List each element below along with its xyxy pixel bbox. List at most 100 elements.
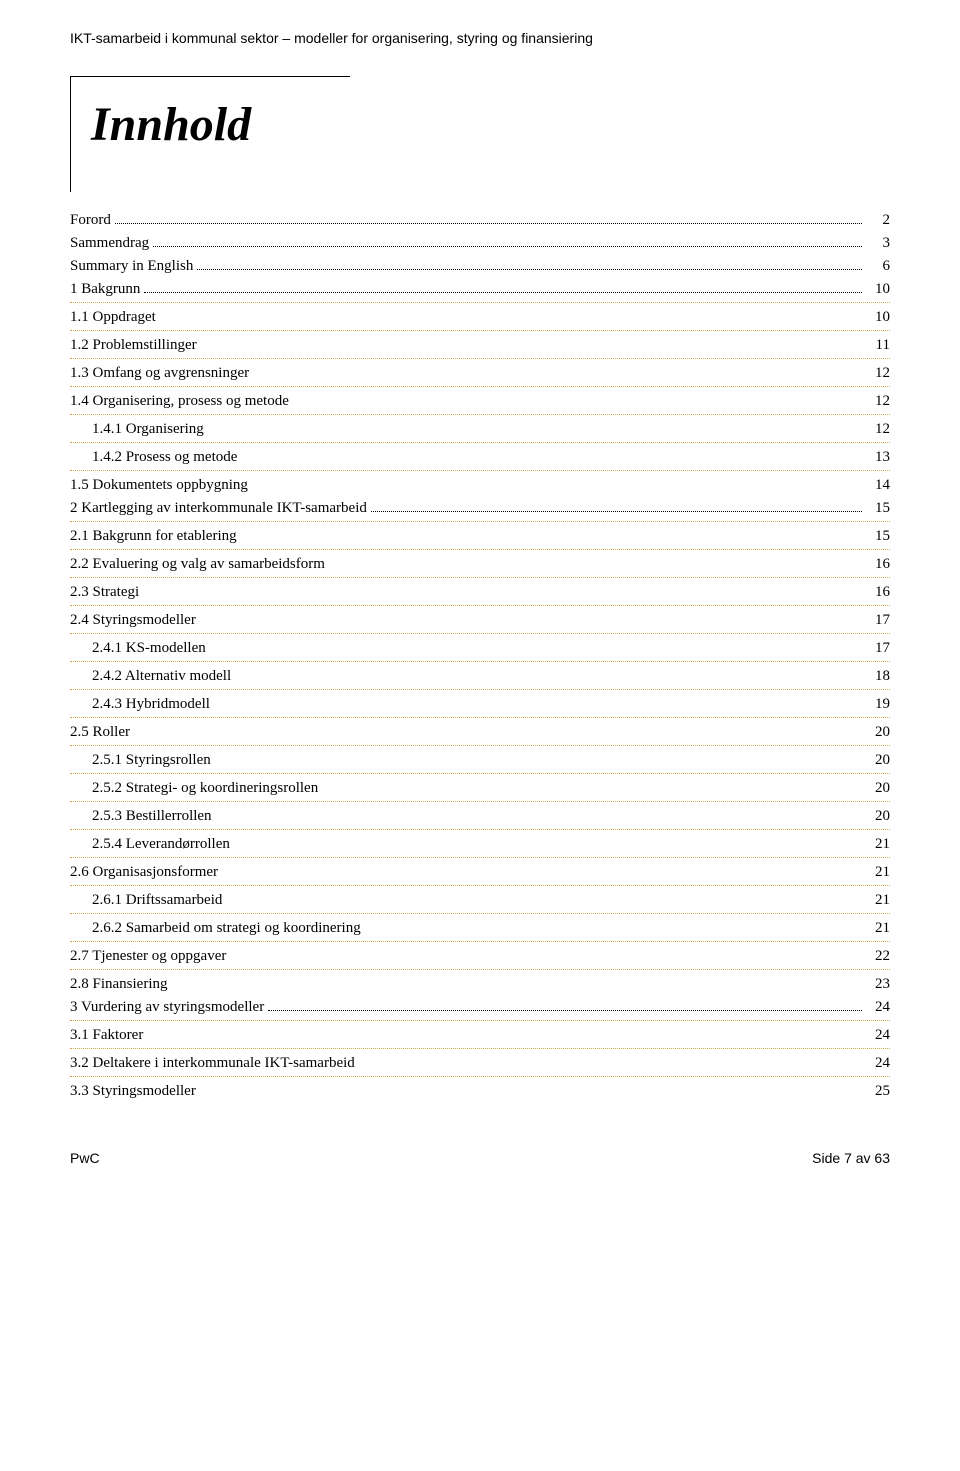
toc-entry-label: 3.1 Faktorer — [70, 1027, 143, 1044]
toc-entry-page: 23 — [866, 976, 890, 993]
toc-entry-label: 1.4 Organisering, prosess og metode — [70, 393, 289, 410]
toc-leader — [197, 269, 862, 270]
toc-leader — [268, 1010, 862, 1011]
toc-entry[interactable]: 2.2 Evaluering og valg av samarbeidsform… — [70, 556, 890, 578]
toc-entry-label: 2.6.1 Driftssamarbeid — [92, 892, 222, 909]
toc-entry-label: 1.4.2 Prosess og metode — [92, 449, 237, 466]
toc-entry-label: 2.4.3 Hybridmodell — [92, 696, 210, 713]
toc-entry-page: 2 — [866, 212, 890, 229]
toc-entry-page: 3 — [866, 235, 890, 252]
toc-entry[interactable]: 3 Vurdering av styringsmodeller 24 — [70, 999, 890, 1021]
toc-entry-label: 2.3 Strategi — [70, 584, 139, 601]
toc-entry[interactable]: 2.3 Strategi 16 — [70, 584, 890, 606]
toc-entry-label: 2.6 Organisasjonsformer — [70, 864, 218, 881]
toc-entry-page: 21 — [866, 864, 890, 881]
toc-entry-page: 12 — [866, 365, 890, 382]
toc-entry-label: 3 Vurdering av styringsmodeller — [70, 999, 264, 1016]
toc-entry-label: 2.5.4 Leverandørrollen — [92, 836, 230, 853]
toc-entry[interactable]: 2 Kartlegging av interkommunale IKT-sama… — [70, 500, 890, 522]
table-of-contents: Forord 2 Sammendrag3 Summary in English 6 1 B… — [70, 212, 890, 1100]
toc-entry-label: 1.5 Dokumentets oppbygning — [70, 477, 248, 494]
toc-entry[interactable]: 3.2 Deltakere i interkommunale IKT-samar… — [70, 1055, 890, 1077]
toc-entry[interactable]: 2.1 Bakgrunn for etablering 15 — [70, 528, 890, 550]
toc-entry[interactable]: 2.5.3 Bestillerrollen20 — [70, 808, 890, 830]
toc-entry[interactable]: 3.3 Styringsmodeller25 — [70, 1083, 890, 1100]
toc-entry-page: 17 — [866, 612, 890, 629]
toc-entry[interactable]: Forord 2 — [70, 212, 890, 229]
toc-entry-page: 24 — [866, 1055, 890, 1072]
toc-entry-page: 18 — [866, 668, 890, 685]
toc-entry-page: 24 — [866, 1027, 890, 1044]
toc-entry-page: 24 — [866, 999, 890, 1016]
toc-entry-page: 20 — [866, 752, 890, 769]
footer-left: PwC — [70, 1150, 100, 1166]
toc-entry-page: 21 — [866, 892, 890, 909]
footer-right: Side 7 av 63 — [812, 1150, 890, 1166]
toc-entry-page: 15 — [866, 500, 890, 517]
toc-entry[interactable]: 1.2 Problemstillinger11 — [70, 337, 890, 359]
toc-entry-page: 16 — [866, 584, 890, 601]
toc-entry-page: 6 — [866, 258, 890, 275]
toc-entry[interactable]: 1 Bakgrunn 10 — [70, 281, 890, 303]
toc-entry-page: 21 — [866, 920, 890, 937]
toc-entry-label: 2.5 Roller — [70, 724, 130, 741]
toc-entry[interactable]: 2.4.1 KS-modellen 17 — [70, 640, 890, 662]
toc-entry[interactable]: Sammendrag3 — [70, 235, 890, 252]
toc-entry[interactable]: 2.6.1 Driftssamarbeid 21 — [70, 892, 890, 914]
toc-entry-page: 15 — [866, 528, 890, 545]
toc-entry-page: 10 — [866, 309, 890, 326]
toc-entry[interactable]: 1.4.2 Prosess og metode 13 — [70, 449, 890, 471]
toc-entry-label: 2.1 Bakgrunn for etablering — [70, 528, 237, 545]
toc-entry-page: 16 — [866, 556, 890, 573]
toc-entry[interactable]: 2.4 Styringsmodeller17 — [70, 612, 890, 634]
toc-entry-label: 1 Bakgrunn — [70, 281, 140, 298]
toc-entry-label: 2.4.2 Alternativ modell — [92, 668, 231, 685]
toc-entry[interactable]: 2.5 Roller 20 — [70, 724, 890, 746]
toc-entry-page: 12 — [866, 393, 890, 410]
toc-entry-page: 20 — [866, 780, 890, 797]
page-title: Innhold — [91, 97, 350, 152]
title-box: Innhold — [70, 76, 350, 192]
toc-entry[interactable]: 2.4.2 Alternativ modell 18 — [70, 668, 890, 690]
toc-entry[interactable]: 2.6 Organisasjonsformer 21 — [70, 864, 890, 886]
toc-entry-label: 2.4.1 KS-modellen — [92, 640, 206, 657]
toc-entry[interactable]: 1.3 Omfang og avgrensninger 12 — [70, 365, 890, 387]
toc-entry[interactable]: Summary in English 6 — [70, 258, 890, 275]
toc-entry-label: 2.8 Finansiering — [70, 976, 168, 993]
toc-entry[interactable]: 2.4.3 Hybridmodell19 — [70, 696, 890, 718]
toc-entry-page: 22 — [866, 948, 890, 965]
toc-entry[interactable]: 1.1 Oppdraget 10 — [70, 309, 890, 331]
toc-entry-label: 2.5.2 Strategi- og koordineringsrollen — [92, 780, 318, 797]
toc-entry[interactable]: 2.7 Tjenester og oppgaver 22 — [70, 948, 890, 970]
toc-leader — [115, 223, 862, 224]
toc-entry-label: 3.2 Deltakere i interkommunale IKT-samar… — [70, 1055, 355, 1072]
toc-entry-page: 21 — [866, 836, 890, 853]
toc-entry[interactable]: 2.5.4 Leverandørrollen 21 — [70, 836, 890, 858]
toc-entry[interactable]: 1.5 Dokumentets oppbygning14 — [70, 477, 890, 494]
toc-entry[interactable]: 2.5.2 Strategi- og koordineringsrollen 20 — [70, 780, 890, 802]
toc-entry-label: Forord — [70, 212, 111, 229]
toc-entry[interactable]: 2.6.2 Samarbeid om strategi og koordiner… — [70, 920, 890, 942]
toc-entry-page: 12 — [866, 421, 890, 438]
toc-entry-page: 13 — [866, 449, 890, 466]
toc-entry[interactable]: 2.8 Finansiering 23 — [70, 976, 890, 993]
toc-entry-label: 1.1 Oppdraget — [70, 309, 156, 326]
toc-entry-label: 1.2 Problemstillinger — [70, 337, 197, 354]
toc-entry-label: 2.6.2 Samarbeid om strategi og koordiner… — [92, 920, 361, 937]
toc-entry[interactable]: 1.4 Organisering, prosess og metode 12 — [70, 393, 890, 415]
toc-entry-label: Summary in English — [70, 258, 193, 275]
toc-entry[interactable]: 3.1 Faktorer 24 — [70, 1027, 890, 1049]
toc-leader — [153, 246, 862, 247]
toc-entry-label: 3.3 Styringsmodeller — [70, 1083, 196, 1100]
toc-entry[interactable]: 1.4.1 Organisering12 — [70, 421, 890, 443]
toc-entry-label: 2.5.1 Styringsrollen — [92, 752, 211, 769]
toc-entry-label: 2 Kartlegging av interkommunale IKT-sama… — [70, 500, 367, 517]
toc-entry-page: 10 — [866, 281, 890, 298]
toc-entry[interactable]: 2.5.1 Styringsrollen 20 — [70, 752, 890, 774]
running-header: IKT-samarbeid i kommunal sektor – modell… — [70, 30, 890, 46]
toc-entry-label: 2.5.3 Bestillerrollen — [92, 808, 212, 825]
toc-entry-label: 1.3 Omfang og avgrensninger — [70, 365, 249, 382]
toc-entry-label: 2.7 Tjenester og oppgaver — [70, 948, 226, 965]
toc-entry-page: 20 — [866, 724, 890, 741]
toc-entry-page: 17 — [866, 640, 890, 657]
